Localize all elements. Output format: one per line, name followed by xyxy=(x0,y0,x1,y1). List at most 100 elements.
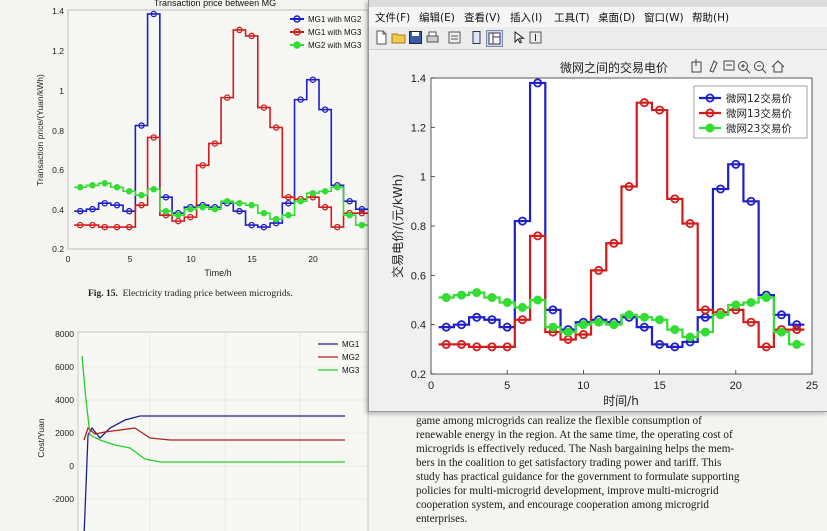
data-point xyxy=(309,189,317,197)
data-point xyxy=(260,223,268,231)
menu-window[interactable]: 窗口(W) xyxy=(644,12,684,24)
data-point xyxy=(272,215,280,223)
data-point xyxy=(297,197,304,205)
paper-chart-legend: MG1 with MG2 MG1 with MG3 MG2 with MG3 xyxy=(290,15,362,50)
insert-text-icon[interactable] xyxy=(528,30,543,45)
print-preview-icon[interactable] xyxy=(447,30,462,45)
data-point xyxy=(441,339,451,349)
panel-icon[interactable] xyxy=(486,30,503,47)
body-line: cooperation system, and encourage cooper… xyxy=(416,499,709,511)
paper-xtick: 20 xyxy=(308,254,318,264)
data-point xyxy=(655,105,665,115)
data-point xyxy=(248,32,255,40)
data-point xyxy=(700,305,710,315)
paper-cost-ytick: 6000 xyxy=(55,362,74,372)
data-point xyxy=(441,322,451,332)
y-tick-label: 0.4 xyxy=(411,320,426,332)
menu-tools[interactable]: 工具(T) xyxy=(554,12,590,24)
menu-insert[interactable]: 插入(I) xyxy=(510,12,543,24)
brush-icon[interactable] xyxy=(709,60,718,73)
menu-view[interactable]: 查看(V) xyxy=(464,12,501,24)
zoom-out-icon[interactable] xyxy=(754,61,767,74)
data-point xyxy=(472,288,482,298)
data-point xyxy=(248,221,255,229)
data-point xyxy=(285,193,292,201)
open-folder-icon[interactable] xyxy=(391,30,406,45)
data-point xyxy=(285,211,292,219)
menu-edit[interactable]: 编辑(E) xyxy=(419,12,455,24)
data-point xyxy=(502,322,512,332)
pointer-icon[interactable] xyxy=(511,30,526,45)
data-point xyxy=(578,320,588,330)
data-point xyxy=(456,339,466,349)
data-point xyxy=(777,327,787,337)
print-icon[interactable] xyxy=(425,30,440,45)
data-point xyxy=(236,26,243,34)
paper-legend-marker xyxy=(293,41,301,49)
data-point xyxy=(624,182,634,192)
data-point xyxy=(624,310,634,320)
paper-cost-yticks: 8000 6000 4000 2000 0 -2000 xyxy=(52,329,74,504)
paper-cost-legend-label: MG3 xyxy=(342,366,360,375)
dock-icon[interactable] xyxy=(469,30,484,45)
paper-cost-ylabel: Cost/Yuan xyxy=(36,418,46,457)
home-icon[interactable] xyxy=(771,60,785,73)
y-tick-label: 0.8 xyxy=(411,221,426,233)
export-icon[interactable] xyxy=(691,59,702,73)
figure-caption-label: Fig. 15. xyxy=(88,289,118,299)
data-point xyxy=(76,184,84,191)
body-line: enterprises. xyxy=(416,513,468,525)
data-point xyxy=(639,98,649,108)
data-point xyxy=(162,207,170,215)
y-tick-label: 0.2 xyxy=(411,369,426,381)
data-point xyxy=(578,330,588,340)
legend-label: 微网12交易价 xyxy=(726,92,792,105)
data-point xyxy=(761,293,771,303)
data-point xyxy=(125,207,133,215)
figure-caption: Fig. 15. Electricity trading price betwe… xyxy=(88,289,293,299)
data-point xyxy=(746,297,756,307)
paper-ytick: 0.2 xyxy=(52,244,64,254)
paper-cost-line-mg3 xyxy=(81,355,345,463)
data-point xyxy=(548,322,558,332)
data-point xyxy=(125,187,133,195)
data-point xyxy=(441,293,451,303)
paper-chart-yticks: 1.4 1.2 1 0.8 0.6 0.4 0.2 xyxy=(52,6,64,254)
data-point xyxy=(150,134,157,141)
data-tips-icon[interactable] xyxy=(723,60,735,71)
zoom-in-icon[interactable] xyxy=(738,61,751,74)
data-point xyxy=(76,221,84,229)
paper-ytick: 0.8 xyxy=(52,126,64,136)
data-point xyxy=(150,185,157,193)
data-point xyxy=(223,94,231,101)
paper-xtick: 10 xyxy=(186,254,196,264)
data-point xyxy=(358,221,366,229)
paper-ytick: 1.2 xyxy=(52,46,64,56)
menu-help[interactable]: 帮助(H) xyxy=(692,12,730,24)
data-point xyxy=(101,180,108,187)
data-point xyxy=(285,199,292,207)
y-tick-label: 1.2 xyxy=(411,122,426,134)
body-line: study has practical guidance for the gov… xyxy=(416,471,740,483)
data-point xyxy=(502,297,512,307)
x-tick-label: 5 xyxy=(504,380,510,392)
data-point xyxy=(639,312,649,322)
data-point xyxy=(138,191,145,199)
data-point xyxy=(487,342,497,352)
data-point xyxy=(472,312,482,322)
paper-cost-legend-label: MG1 xyxy=(342,340,360,349)
window-titlebar[interactable] xyxy=(369,0,827,7)
figure-canvas: 微网之间的交易电价 0 5 10 15 20 25 0.2 0.4 0.6 0.8 1 1.2 1.4 … xyxy=(369,50,827,411)
x-tick-label: 10 xyxy=(577,380,589,392)
new-file-icon[interactable] xyxy=(374,30,389,45)
axes-toolbar xyxy=(691,59,785,74)
body-line: renewable energy in the region. At the s… xyxy=(416,429,733,441)
menu-desktop[interactable]: 桌面(D) xyxy=(598,12,636,24)
save-icon[interactable] xyxy=(408,30,423,45)
paper-cost-ytick: 0 xyxy=(69,461,74,471)
paper-cost-ytick: 8000 xyxy=(55,329,74,339)
data-point xyxy=(456,290,466,300)
data-point xyxy=(260,209,268,217)
menu-file[interactable]: 文件(F) xyxy=(375,12,411,24)
data-point xyxy=(199,162,206,169)
